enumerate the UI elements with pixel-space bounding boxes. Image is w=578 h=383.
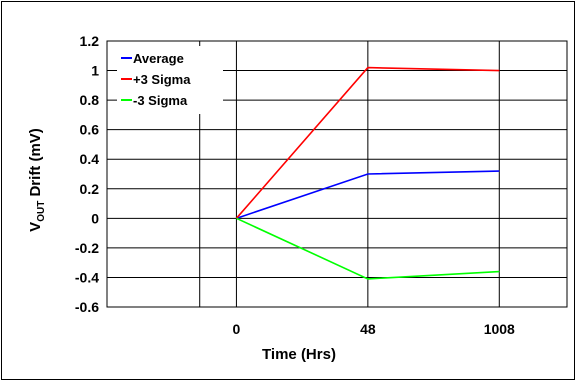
- series-line: [236, 217, 500, 280]
- y-tick-label: -0.2: [75, 240, 99, 256]
- series-lines: [235, 66, 500, 280]
- y-tick-label: 0.4: [80, 151, 100, 167]
- y-tick-label: 0.2: [80, 181, 100, 197]
- y-tick-label: 1.2: [80, 33, 100, 49]
- series-line: [236, 170, 500, 220]
- y-axis-title-suffix: Drift (mV): [27, 128, 44, 201]
- y-axis-title-prefix: V: [27, 222, 44, 232]
- y-tick-label: 0.6: [80, 122, 100, 138]
- x-axis-tick-labels: 0 48 1008: [233, 321, 516, 337]
- plot-area-border: [106, 40, 568, 308]
- y-axis-tick-labels: 1.2 1 0.8 0.6 0.4 0.2 0 -0.2 -0.4 -0.6: [75, 33, 99, 315]
- legend: Average +3 Sigma -3 Sigma: [117, 46, 223, 114]
- legend-box: [117, 46, 223, 114]
- y-axis-title: VOUT Drift (mV): [27, 128, 47, 232]
- y-tick-label: 0.8: [80, 92, 100, 108]
- plot-border: [106, 40, 568, 308]
- legend-label: -3 Sigma: [133, 93, 188, 108]
- x-tick-label: 48: [360, 321, 376, 337]
- y-axis-title-subscript: OUT: [36, 201, 47, 222]
- legend-label: Average: [133, 51, 184, 66]
- legend-label: +3 Sigma: [133, 72, 191, 87]
- x-tick-label: 0: [233, 321, 241, 337]
- y-tick-label: -0.4: [75, 269, 99, 285]
- series-line: [235, 66, 500, 219]
- y-tick-label: -0.6: [75, 299, 99, 315]
- x-axis-title: Time (Hrs): [262, 346, 336, 363]
- y-tick-label: 0: [91, 210, 99, 226]
- x-tick-label: 1008: [484, 321, 515, 337]
- y-tick-label: 1: [91, 63, 99, 79]
